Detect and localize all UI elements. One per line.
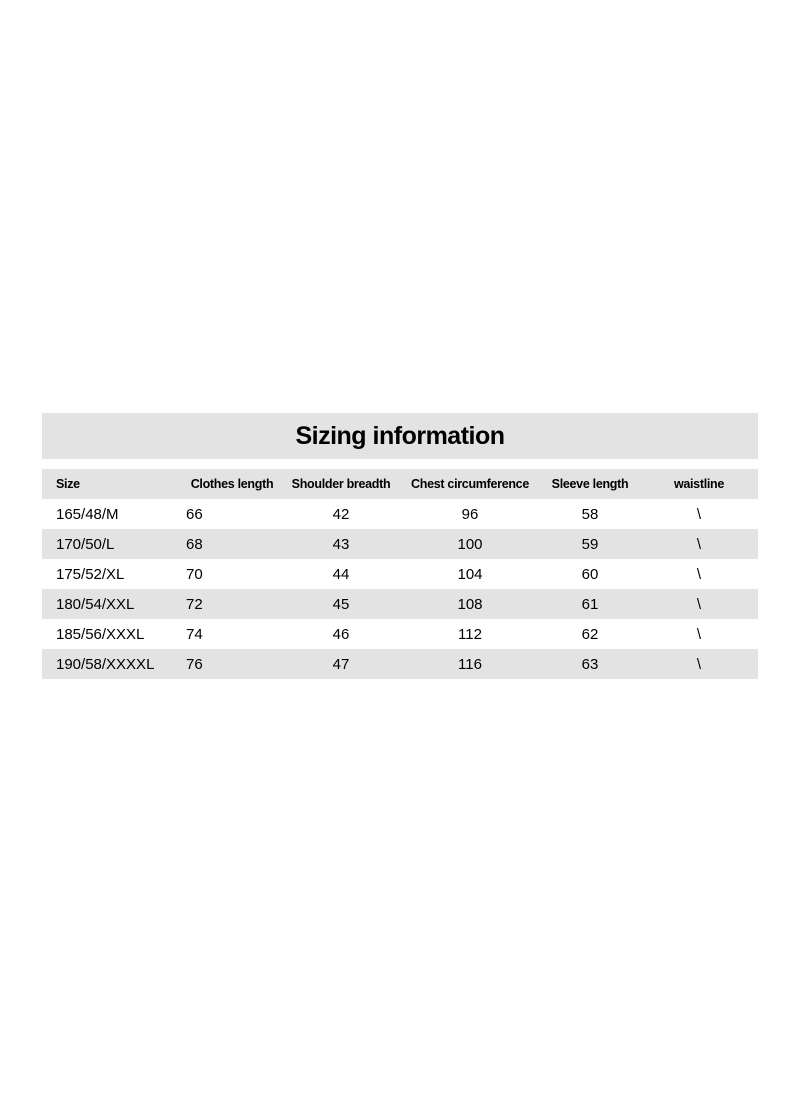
cell-sleeve: 61 — [540, 596, 640, 613]
sizing-table: Sizing information Size Clothes length S… — [42, 413, 758, 679]
cell-shoulder: 44 — [282, 566, 400, 583]
cell-clothes: 66 — [182, 506, 282, 523]
table-row: 180/54/XXL 72 45 108 61 \ — [42, 589, 758, 619]
cell-chest: 104 — [400, 566, 540, 583]
header-chest: Chest circumference — [400, 477, 540, 491]
cell-waist: \ — [640, 566, 758, 583]
title-bar: Sizing information — [42, 413, 758, 459]
table-row: 175/52/XL 70 44 104 60 \ — [42, 559, 758, 589]
cell-size: 170/50/L — [42, 536, 182, 553]
header-waist: waistline — [640, 477, 758, 491]
cell-shoulder: 42 — [282, 506, 400, 523]
header-clothes: Clothes length — [182, 477, 282, 491]
cell-clothes: 72 — [182, 596, 282, 613]
cell-sleeve: 60 — [540, 566, 640, 583]
cell-size: 185/56/XXXL — [42, 626, 182, 643]
cell-chest: 112 — [400, 626, 540, 643]
cell-sleeve: 63 — [540, 656, 640, 673]
cell-waist: \ — [640, 596, 758, 613]
cell-shoulder: 47 — [282, 656, 400, 673]
cell-shoulder: 46 — [282, 626, 400, 643]
cell-size: 175/52/XL — [42, 566, 182, 583]
cell-shoulder: 45 — [282, 596, 400, 613]
cell-chest: 108 — [400, 596, 540, 613]
cell-size: 180/54/XXL — [42, 596, 182, 613]
header-size: Size — [42, 477, 182, 491]
cell-waist: \ — [640, 626, 758, 643]
cell-size: 165/48/M — [42, 506, 182, 523]
cell-clothes: 76 — [182, 656, 282, 673]
cell-clothes: 74 — [182, 626, 282, 643]
cell-waist: \ — [640, 536, 758, 553]
cell-sleeve: 58 — [540, 506, 640, 523]
table-row: 185/56/XXXL 74 46 112 62 \ — [42, 619, 758, 649]
header-row: Size Clothes length Shoulder breadth Che… — [42, 469, 758, 499]
cell-waist: \ — [640, 656, 758, 673]
header-sleeve: Sleeve length — [540, 477, 640, 491]
cell-sleeve: 59 — [540, 536, 640, 553]
table-row: 190/58/XXXXL 76 47 116 63 \ — [42, 649, 758, 679]
cell-waist: \ — [640, 506, 758, 523]
cell-size: 190/58/XXXXL — [42, 656, 182, 673]
table-title: Sizing information — [295, 422, 504, 451]
table-row: 165/48/M 66 42 96 58 \ — [42, 499, 758, 529]
table-row: 170/50/L 68 43 100 59 \ — [42, 529, 758, 559]
cell-chest: 96 — [400, 506, 540, 523]
cell-clothes: 68 — [182, 536, 282, 553]
cell-chest: 116 — [400, 656, 540, 673]
cell-shoulder: 43 — [282, 536, 400, 553]
title-spacer — [42, 459, 758, 469]
cell-clothes: 70 — [182, 566, 282, 583]
header-shoulder: Shoulder breadth — [282, 477, 400, 491]
cell-chest: 100 — [400, 536, 540, 553]
cell-sleeve: 62 — [540, 626, 640, 643]
